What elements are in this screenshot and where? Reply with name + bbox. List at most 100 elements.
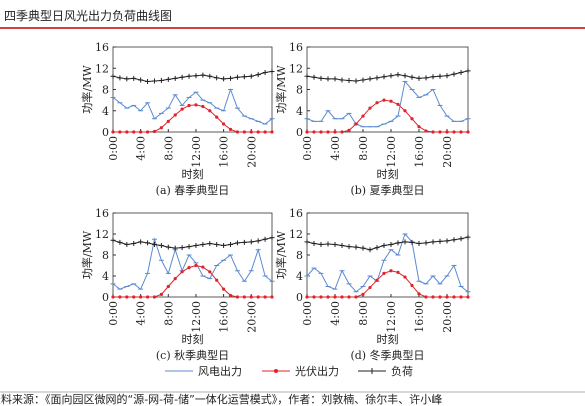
data-point [124, 242, 130, 247]
data-point [346, 77, 352, 83]
data-point [248, 73, 254, 79]
chart-title: (c) 秋季典型日 [156, 348, 229, 362]
data-point [459, 295, 463, 299]
data-point [382, 98, 386, 102]
data-point [186, 73, 192, 79]
x-axis-label: 时刻 [377, 167, 399, 181]
y-tick-label: 0 [102, 291, 109, 304]
data-point [158, 243, 164, 249]
data-point [326, 130, 330, 134]
legend-label: 负荷 [391, 364, 413, 378]
data-point [117, 239, 123, 245]
data-point [241, 239, 247, 245]
data-point [132, 130, 136, 134]
data-point [138, 77, 144, 83]
data-point [368, 106, 372, 110]
data-point [228, 293, 233, 298]
data-point [207, 240, 213, 246]
data-point [325, 241, 331, 247]
x-tick-label: 20:00 [245, 301, 258, 333]
source-note: 资料来源：《面向园区微网的“源-网-荷-储”一体化运营模式》，作者：刘敦楠、徐尔… [0, 392, 442, 406]
data-point [234, 240, 240, 246]
data-point [194, 103, 198, 107]
x-axis-label: 时刻 [182, 167, 204, 181]
data-point [172, 75, 178, 81]
x-tick-label: 0:00 [107, 301, 120, 326]
data-point [201, 104, 205, 109]
data-point [452, 295, 456, 299]
plot-frame [112, 46, 273, 133]
data-point [354, 295, 358, 299]
data-point [410, 283, 414, 288]
x-axis-label: 时刻 [377, 332, 399, 346]
data-point [131, 75, 137, 81]
data-point [270, 295, 274, 299]
data-point [159, 292, 163, 296]
legend-label: 光伏出力 [295, 364, 339, 378]
data-point [304, 73, 310, 79]
data-point [318, 242, 324, 247]
y-tick-label: 8 [296, 249, 303, 262]
data-point [311, 240, 317, 246]
data-point [172, 245, 178, 251]
data-point [444, 238, 450, 244]
data-point [402, 239, 408, 245]
x-tick-label: 8:00 [162, 136, 175, 161]
plot-frame [112, 212, 273, 298]
series-line [112, 237, 273, 290]
data-point [159, 126, 163, 130]
data-point [333, 295, 337, 299]
chart-title: (d) 冬季典型日 [350, 348, 424, 362]
y-axis-label: 功率/MW [274, 230, 288, 279]
data-point [367, 247, 373, 253]
data-point [332, 76, 338, 82]
data-point [347, 128, 351, 133]
y-tick-label: 8 [102, 84, 109, 97]
y-tick-label: 12 [289, 62, 303, 75]
data-point [438, 130, 442, 134]
data-point [228, 242, 234, 247]
series-line [112, 87, 273, 125]
series-line [306, 236, 469, 251]
y-axis-label: 功率/MW [274, 65, 288, 114]
x-axis-label: 时刻 [182, 332, 204, 346]
plot-frame [306, 46, 469, 133]
y-tick-label: 12 [95, 228, 109, 241]
data-point [437, 238, 443, 244]
data-point [235, 295, 240, 299]
data-point [340, 130, 344, 134]
data-point [382, 271, 386, 275]
data-point [305, 130, 309, 134]
data-point [125, 130, 129, 134]
data-point [445, 130, 449, 134]
data-point [374, 75, 380, 81]
data-point [262, 236, 268, 242]
data-point [110, 73, 116, 79]
data-point [396, 102, 400, 106]
series-line [307, 270, 468, 298]
data-point [430, 74, 436, 80]
x-tick-label: 20:00 [441, 301, 454, 333]
y-tick-label: 0 [102, 126, 109, 139]
data-point [444, 73, 450, 79]
data-point [118, 295, 122, 299]
data-point [222, 122, 226, 126]
data-point [222, 287, 226, 291]
data-point [248, 239, 254, 245]
x-tick-label: 16:00 [218, 301, 231, 333]
data-point [431, 130, 435, 134]
x-tick-label: 20:00 [245, 136, 258, 168]
data-point [410, 117, 414, 121]
data-point [166, 284, 170, 289]
data-point [193, 243, 199, 249]
x-tick-label: 8:00 [357, 136, 370, 161]
data-point [263, 295, 267, 299]
data-point [465, 234, 471, 240]
data-point [234, 74, 240, 80]
data-point [430, 239, 436, 245]
data-point [325, 76, 331, 82]
data-point [201, 265, 205, 269]
legend-marker [274, 369, 278, 373]
data-point [194, 263, 198, 268]
data-point [396, 270, 400, 274]
